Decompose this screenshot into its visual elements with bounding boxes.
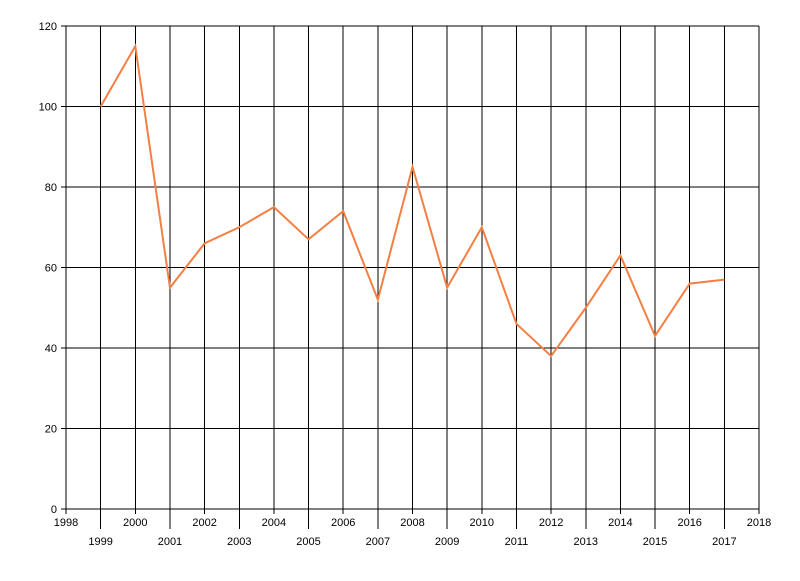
x-tick-label: 2016: [677, 517, 701, 529]
y-tick-label: 120: [39, 21, 57, 33]
x-tick-label: 2004: [262, 517, 286, 529]
x-tick-label: 2007: [366, 536, 390, 548]
x-tick-label: 2005: [296, 536, 320, 548]
x-tick-label: 2014: [608, 517, 632, 529]
y-tick-label: 40: [45, 343, 57, 355]
y-tick-label: 100: [39, 102, 57, 114]
x-tick-label: 2010: [470, 517, 494, 529]
x-tick-label: 2018: [747, 517, 771, 529]
x-tick-label: 2017: [712, 536, 736, 548]
x-tick-label: 2011: [505, 536, 529, 548]
x-tick-label: 2000: [123, 517, 147, 529]
series-line: [99, 43, 725, 358]
x-tick-label: 2003: [227, 536, 251, 548]
x-tick-label: 2015: [643, 536, 667, 548]
y-tick-label: 20: [45, 424, 57, 436]
x-tick-label: 2002: [192, 517, 216, 529]
y-tick-label: 80: [45, 182, 57, 194]
x-tick-label: 2012: [539, 517, 563, 529]
x-tick-label: 2009: [435, 536, 459, 548]
x-tick-label: 2013: [574, 536, 598, 548]
x-tick-label: 2006: [331, 517, 355, 529]
x-tick-label: 2001: [158, 536, 182, 548]
y-tick-label: 0: [51, 504, 57, 516]
x-tick-label: 2008: [400, 517, 424, 529]
x-tick-label: 1999: [88, 536, 112, 548]
y-tick-label: 60: [45, 263, 57, 275]
x-tick-label: 1998: [54, 517, 78, 529]
